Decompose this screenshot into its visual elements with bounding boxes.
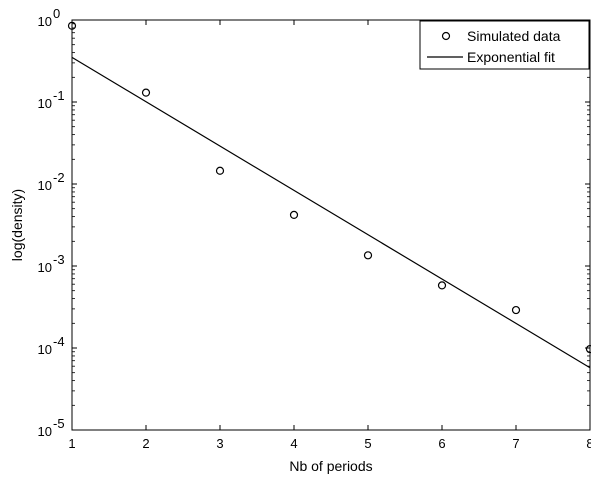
x-tick-label: 3 xyxy=(216,436,223,451)
simulated-data-point xyxy=(363,251,373,260)
y-tick-base: 10 xyxy=(38,342,52,357)
legend-marker-simulated-data xyxy=(441,31,451,41)
series-layer xyxy=(67,21,591,369)
y-tick-exponent: -1 xyxy=(53,88,65,103)
x-axis-ticks: 1 2 3 4 5 6 7 8 xyxy=(68,20,591,451)
y-tick-label: 10 xyxy=(38,96,52,111)
x-tick-label: 7 xyxy=(512,436,519,451)
y-tick-label: 10 xyxy=(38,178,52,193)
y-tick-exponent: -3 xyxy=(53,252,65,267)
x-tick-label: 5 xyxy=(364,436,371,451)
x-tick-label: 1 xyxy=(68,436,75,451)
x-tick-label: 6 xyxy=(438,436,445,451)
y-tick-label: 10 xyxy=(38,260,52,275)
y-tick-base: 10 xyxy=(38,96,52,111)
y-tick-base: 10 xyxy=(38,178,52,193)
y-tick-base: 10 xyxy=(38,424,52,439)
y-tick-base: 10 xyxy=(38,14,52,29)
simulated-data-point xyxy=(141,88,151,97)
simulated-data-point xyxy=(215,166,225,175)
y-tick-exponent: -2 xyxy=(53,170,65,185)
x-axis-label: Nb of periods xyxy=(289,458,372,474)
simulated-data-point xyxy=(67,21,77,30)
y-tick-exponent: -4 xyxy=(53,334,65,349)
y-axis-label: log(density) xyxy=(9,189,25,261)
x-tick-label: 2 xyxy=(142,436,149,451)
exponential-fit-line xyxy=(71,56,591,369)
simulated-data-point xyxy=(511,305,521,315)
y-tick-exponent: 0 xyxy=(53,6,60,21)
x-tick-label: 4 xyxy=(290,436,297,451)
legend-label-simulated-data: Simulated data xyxy=(467,28,561,44)
simulated-data-point xyxy=(437,281,447,290)
plot-area xyxy=(71,19,591,431)
x-tick-label: 8 xyxy=(586,436,591,451)
legend-box xyxy=(419,20,590,70)
y-tick-label: 10 xyxy=(38,14,52,29)
y-tick-label: 10 xyxy=(38,424,52,439)
simulated-data-point xyxy=(585,344,591,354)
y-tick-base: 10 xyxy=(38,260,52,275)
y-tick-exponent: -5 xyxy=(53,416,65,431)
y-tick-label: 10 xyxy=(38,342,52,357)
legend-label-exponential-fit: Exponential fit xyxy=(467,49,555,65)
legend: Simulated data Exponential fit xyxy=(419,20,590,70)
simulated-data-point xyxy=(289,210,299,219)
